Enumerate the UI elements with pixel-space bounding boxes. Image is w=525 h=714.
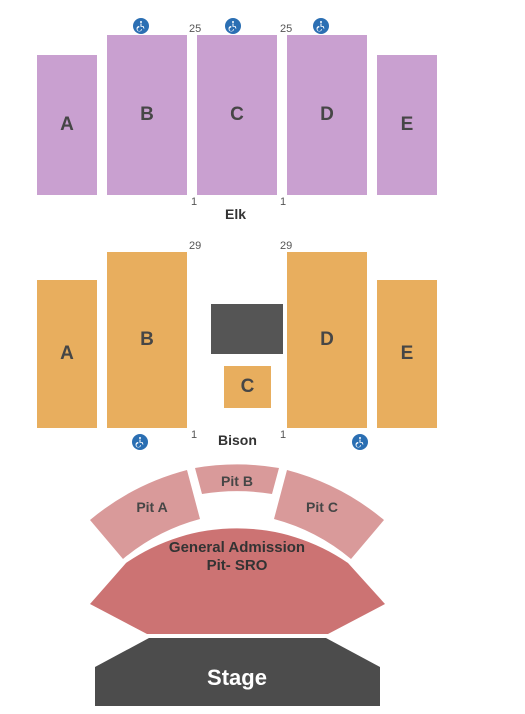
ga-label-1: General Admission	[169, 539, 305, 556]
bison-section-a[interactable]: A	[37, 280, 97, 428]
ga-label-2: Pit- SRO	[207, 557, 268, 574]
pit-c-label: Pit C	[306, 499, 338, 515]
section-label: D	[320, 104, 334, 126]
row-label: 29	[280, 240, 292, 252]
section-label: A	[60, 114, 74, 136]
seating-map: A B C D E 25 25 1 1 Elk A B D E C 29 29 …	[0, 0, 525, 714]
mix-booth	[211, 304, 283, 354]
elk-section-d[interactable]: D	[287, 35, 367, 195]
pit-a-label: Pit A	[136, 499, 167, 515]
section-label: E	[401, 343, 414, 365]
row-label: 1	[191, 196, 197, 208]
bison-section-c[interactable]: C	[224, 366, 271, 408]
wheelchair-icon	[225, 18, 241, 34]
row-label: 1	[280, 196, 286, 208]
row-label: 29	[189, 240, 201, 252]
stage-label: Stage	[207, 665, 267, 690]
pit-b-label: Pit B	[221, 473, 253, 489]
elk-section-b[interactable]: B	[107, 35, 187, 195]
wheelchair-icon	[132, 434, 148, 450]
row-label: 25	[280, 23, 292, 35]
section-label: C	[241, 376, 255, 398]
section-label: D	[320, 329, 334, 351]
row-label: 1	[280, 429, 286, 441]
bison-section-d[interactable]: D	[287, 252, 367, 428]
bison-area-label: Bison	[218, 432, 257, 448]
elk-section-a[interactable]: A	[37, 55, 97, 195]
elk-section-c[interactable]: C	[197, 35, 277, 195]
elk-area-label: Elk	[225, 206, 246, 222]
section-label: C	[230, 104, 244, 126]
row-label: 25	[189, 23, 201, 35]
section-label: B	[140, 329, 154, 351]
wheelchair-icon	[313, 18, 329, 34]
row-label: 1	[191, 429, 197, 441]
bison-section-e[interactable]: E	[377, 280, 437, 428]
elk-section-e[interactable]: E	[377, 55, 437, 195]
section-label: A	[60, 343, 74, 365]
wheelchair-icon	[133, 18, 149, 34]
wheelchair-icon	[352, 434, 368, 450]
section-label: E	[401, 114, 414, 136]
section-label: B	[140, 104, 154, 126]
bison-section-b[interactable]: B	[107, 252, 187, 428]
